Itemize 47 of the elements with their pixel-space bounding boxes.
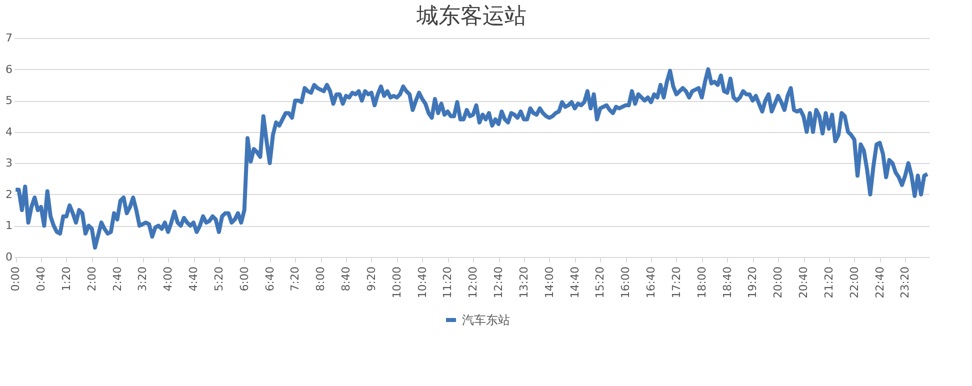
- x-tick-label: 16:00: [619, 266, 632, 298]
- x-tick-label: 0:00: [9, 266, 22, 292]
- x-tick-label: 23:20: [898, 266, 912, 298]
- x-tick-label: 22:00: [848, 266, 861, 298]
- x-tick-label: 12:40: [492, 266, 506, 298]
- x-tick-label: 13:20: [517, 266, 530, 298]
- x-tick-label: 11:20: [441, 266, 454, 298]
- x-tick-label: 0:40: [34, 266, 48, 292]
- y-tick-label: 7: [6, 32, 12, 44]
- x-tick-label: 21:20: [822, 266, 836, 298]
- x-tick-label: 1:20: [60, 266, 73, 292]
- x-tick-label: 19:20: [746, 266, 760, 298]
- x-tick-label: 9:20: [364, 266, 378, 292]
- x-tick-label: 3:20: [136, 266, 150, 292]
- x-tick-label: 4:00: [162, 266, 175, 292]
- x-tick-label: 18:40: [720, 266, 734, 298]
- x-tick-label: 5:20: [212, 266, 226, 292]
- chart-title: 城东客运站: [416, 4, 526, 29]
- x-tick-label: 8:00: [314, 266, 328, 292]
- legend-label: 汽车东站: [462, 313, 510, 327]
- x-tick-label: 15:20: [594, 266, 607, 298]
- x-tick-label: 10:00: [390, 266, 404, 298]
- line-series: [14, 67, 930, 250]
- x-tick-label: 14:00: [542, 266, 556, 298]
- x-tick-label: 6:40: [263, 266, 276, 292]
- x-tick-label: 20:40: [797, 266, 810, 298]
- x-tick-label: 4:40: [187, 266, 200, 292]
- x-tick-label: 10:40: [416, 266, 429, 298]
- x-tick-label: 14:40: [568, 266, 582, 298]
- x-tick-label: 6:00: [238, 266, 251, 292]
- x-tick-label: 7:20: [288, 266, 302, 292]
- y-tick-label: 5: [6, 94, 12, 108]
- y-tick-label: 3: [6, 156, 12, 170]
- x-tick-label: 8:40: [340, 266, 353, 292]
- x-tick-label: 20:00: [772, 266, 785, 298]
- y-tick-label: 2: [6, 188, 12, 201]
- x-tick-label: 17:20: [670, 266, 683, 298]
- x-tick-label: 2:40: [110, 266, 124, 292]
- y-tick-label: 4: [6, 125, 12, 138]
- y-tick-label: 6: [6, 62, 12, 76]
- x-tick-label: 16:40: [644, 266, 658, 298]
- x-tick-label: 2:00: [85, 266, 98, 292]
- x-tick-label: 12:00: [466, 266, 480, 298]
- y-tick-label: 1: [6, 219, 12, 232]
- x-tick-label: 22:40: [873, 266, 886, 298]
- y-tick-label: 0: [6, 250, 12, 264]
- x-tick-label: 18:00: [695, 266, 708, 298]
